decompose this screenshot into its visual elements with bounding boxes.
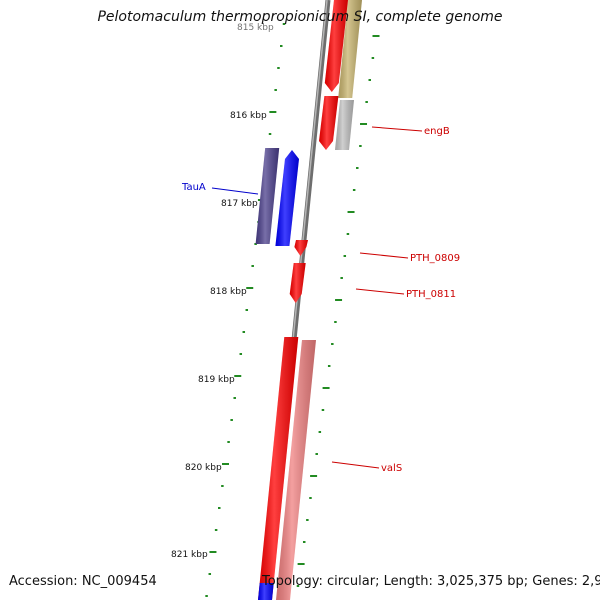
scale-labels: 815 kbp 816 kbp 817 kbp 818 kbp 819 kbp … (171, 23, 274, 560)
scale-label-818: 818 kbp (210, 287, 247, 297)
gene-label-PTH_0811[interactable]: PTH_0811 (406, 289, 456, 300)
accession-text: Accession: NC_009454 (9, 574, 157, 589)
gene-shading (338, 0, 362, 98)
gene-shading (324, 0, 348, 92)
topology-text: Topology: circular; Length: 3,025,375 bp… (262, 574, 600, 589)
scale-label-819: 819 kbp (198, 375, 235, 385)
gene-label-engB[interactable]: engB (424, 126, 450, 137)
leader-valS (331, 461, 380, 469)
scale-label-817: 817 kbp (221, 199, 258, 209)
map-title: Pelotomaculum thermopropionicum SI, comp… (97, 9, 503, 25)
gene-shading (258, 337, 299, 600)
gene-track (255, 0, 362, 600)
scale-label-821: 821 kbp (171, 550, 208, 560)
leader-PTH_0811 (355, 288, 405, 295)
inner-tick-track (296, 35, 380, 587)
outer-tick-track (205, 23, 286, 597)
leader-TauA (211, 187, 259, 195)
gene-label-PTH_0809[interactable]: PTH_0809 (410, 253, 460, 264)
scale-label-816: 816 kbp (230, 111, 267, 121)
leader-PTH_0809 (359, 252, 409, 259)
scale-label-top: 815 kbp (237, 23, 274, 33)
gene-shading (335, 100, 354, 150)
gene-shading (289, 263, 306, 303)
gene-shading (319, 96, 339, 150)
gene-shading (255, 148, 280, 244)
leader-engB (371, 126, 423, 132)
gene-shading (258, 583, 274, 600)
gene-label-valS[interactable]: valS (381, 463, 402, 474)
gene-shading (294, 240, 308, 256)
gene-labels: engB TauA PTH_0809 PTH_0811 valS (181, 126, 460, 474)
scale-label-820: 820 kbp (185, 463, 222, 473)
gene-shading (275, 150, 299, 246)
gene-label-TauA[interactable]: TauA (181, 182, 206, 193)
gene-shading (276, 340, 316, 600)
